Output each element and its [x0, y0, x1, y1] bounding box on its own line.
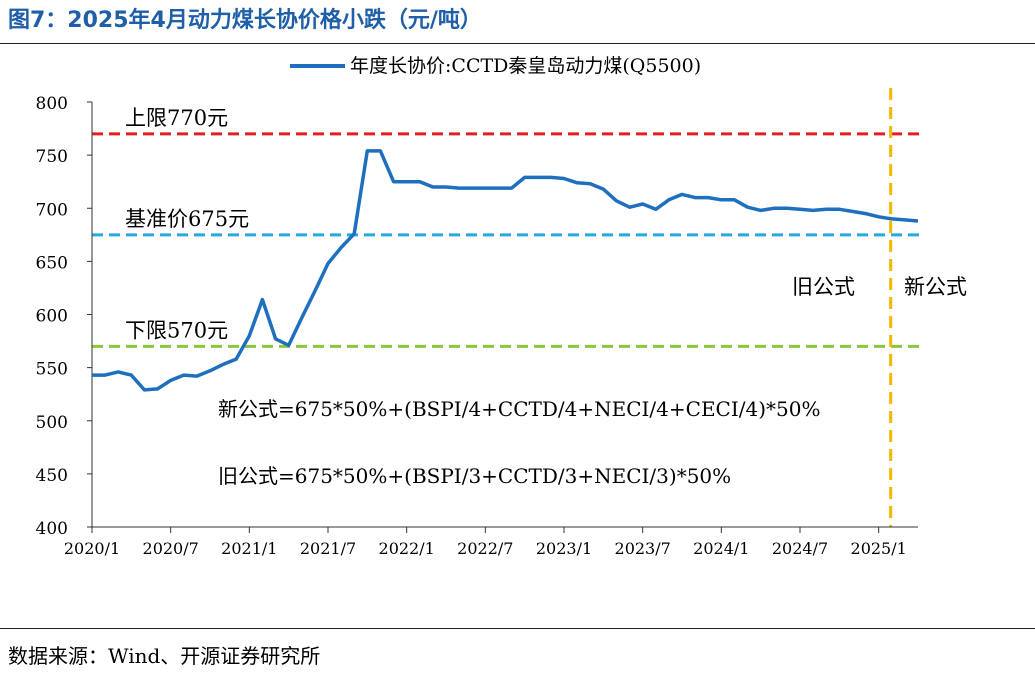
old-formula-text: 旧公式=675*50%+(BSPI/3+CCTD/3+NECI/3)*50%	[218, 464, 731, 488]
x-tick-label: 2023/1	[536, 539, 592, 558]
x-tick-label: 2025/1	[851, 539, 907, 558]
y-tick-label: 600	[36, 307, 68, 327]
reference-label-675: 基准价675元	[125, 207, 249, 231]
x-tick-label: 2024/1	[693, 539, 749, 558]
y-tick-label: 500	[36, 413, 68, 433]
series-line-cctd-q5500	[92, 149, 919, 392]
x-tick-label: 2022/1	[379, 539, 435, 558]
formula-annotations: 新公式=675*50%+(BSPI/4+CCTD/4+NECI/4+CECI/4…	[218, 397, 820, 488]
x-tick-label: 2024/7	[772, 539, 828, 558]
x-tick-label: 2021/1	[221, 539, 277, 558]
reference-label-570: 下限570元	[125, 318, 228, 342]
y-tick-label: 700	[36, 200, 68, 220]
source-note: 数据来源：Wind、开源证券研究所	[8, 644, 321, 668]
axes: 400 450 500 550 600 650 700 750 800 2020/1 2020/7 2…	[36, 94, 918, 558]
legend-label: 年度长协价:CCTD秦皇岛动力煤(Q5500)	[350, 55, 701, 77]
x-tick-label: 2020/7	[143, 539, 199, 558]
new-formula-label: 新公式	[904, 275, 967, 299]
new-formula-text: 新公式=675*50%+(BSPI/4+CCTD/4+NECI/4+CECI/4…	[218, 397, 820, 421]
y-tick-label: 750	[36, 147, 68, 167]
figure-title: 图7：2025年4月动力煤长协价格小跌（元/吨）	[8, 8, 482, 33]
old-formula-label: 旧公式	[792, 275, 855, 299]
y-tick-label: 550	[36, 360, 68, 380]
y-tick-label: 650	[36, 253, 68, 273]
reference-label-770: 上限770元	[125, 106, 228, 130]
price-chart: 年度长协价:CCTD秦皇岛动力煤(Q5500) 上限770元基准价675元下限5…	[36, 55, 967, 558]
title-rule	[0, 43, 1035, 44]
x-tick-label: 2021/7	[300, 539, 356, 558]
y-tick-label: 400	[36, 519, 68, 539]
source-rule	[0, 628, 1035, 629]
formula-split: 旧公式 新公式	[792, 88, 967, 527]
x-tick-label: 2022/7	[457, 539, 513, 558]
y-tick-label: 800	[36, 94, 68, 114]
x-tick-label: 2023/7	[615, 539, 671, 558]
legend: 年度长协价:CCTD秦皇岛动力煤(Q5500)	[290, 55, 701, 77]
x-tick-label: 2020/1	[64, 539, 120, 558]
y-tick-label: 450	[36, 466, 68, 486]
